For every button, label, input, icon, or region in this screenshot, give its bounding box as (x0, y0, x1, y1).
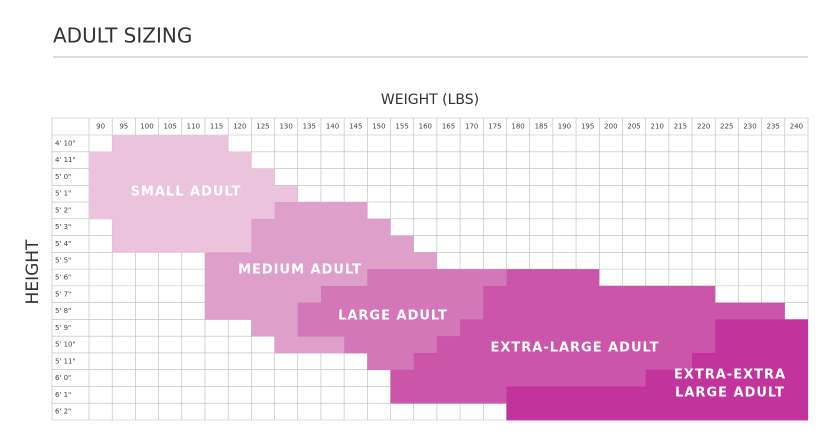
size-region-cell (506, 269, 600, 287)
weight-label: 140 (326, 123, 339, 131)
size-region-cell (483, 285, 716, 304)
weight-label: 130 (279, 123, 292, 131)
weight-label: 195 (581, 123, 594, 131)
size-region-cell (89, 168, 275, 186)
height-label: 4' 11" (55, 156, 76, 164)
size-region-cell (89, 151, 252, 169)
size-region-cell (715, 319, 808, 337)
height-label: 5' 0" (55, 173, 71, 181)
weight-label: 160 (419, 123, 432, 131)
size-region-cell (204, 252, 437, 270)
size-region-cell (692, 352, 808, 371)
weight-label: 135 (303, 123, 316, 131)
weight-label: 205 (627, 123, 640, 131)
height-label: 5' 9" (55, 324, 71, 332)
weight-label: 105 (163, 123, 176, 131)
height-label: 5' 8" (55, 307, 71, 315)
height-label: 6' 2" (55, 408, 71, 416)
grid: 90 95 100 105 110 115 120 125 130 135 140 145 150 155… (51, 117, 809, 421)
weight-label: 235 (767, 123, 780, 131)
size-region-cell (645, 369, 808, 387)
size-region-cell (274, 336, 345, 354)
weight-label: 185 (535, 123, 548, 131)
height-label: 5' 7" (55, 290, 71, 298)
size-region-cell (506, 386, 808, 404)
region-label: LARGE ADULT (338, 309, 448, 324)
size-region-cell (367, 269, 507, 287)
weight-label: 150 (372, 123, 385, 131)
size-region-cell (112, 218, 252, 236)
height-label: 4' 10" (55, 139, 76, 147)
weight-label: 200 (604, 123, 617, 131)
region-label: LARGE ADULT (675, 386, 785, 401)
weight-label: 225 (720, 123, 733, 131)
size-region-cell (413, 352, 716, 371)
size-region-cell (506, 403, 808, 421)
height-label: 6' 0" (55, 374, 71, 382)
weight-label: 100 (140, 123, 153, 131)
height-label: 5' 4" (55, 240, 71, 248)
weight-label: 170 (465, 123, 478, 131)
region-label: EXTRA-EXTRA (674, 368, 786, 383)
weight-label: 175 (488, 123, 501, 131)
size-region-cell (251, 235, 414, 253)
weight-label: 95 (119, 123, 128, 131)
height-label: 5' 1" (55, 190, 71, 198)
height-label: 5' 2" (55, 206, 71, 214)
y-label: HEIGHT (23, 239, 43, 304)
size-region-cell (320, 285, 530, 304)
weight-label: 230 (743, 123, 756, 131)
height-label: 5' 3" (55, 223, 71, 231)
size-region-cell (274, 202, 368, 220)
weight-label: 240 (790, 123, 803, 131)
height-label: 5' 10" (55, 341, 76, 349)
region-label: MEDIUM ADULT (238, 263, 362, 278)
weight-label: 220 (697, 123, 710, 131)
size-region-cell (460, 319, 785, 337)
size-region-cell (483, 302, 785, 320)
size-region-cell (297, 302, 530, 320)
weight-label: 115 (210, 123, 223, 131)
weight-label: 120 (233, 123, 246, 131)
size-region-cell (89, 185, 298, 203)
height-label: 5' 6" (55, 274, 71, 282)
weight-label: 90 (96, 123, 105, 131)
size-region-cell (715, 336, 808, 354)
size-region-cell (297, 319, 507, 337)
weight-label: 155 (395, 123, 408, 131)
size-region-cell (89, 202, 275, 220)
title: ADULT SIZING (53, 24, 192, 48)
size-region-cell (390, 369, 693, 387)
region-label: SMALL ADULT (131, 185, 242, 200)
weight-label: 180 (511, 123, 524, 131)
weight-label: 110 (187, 123, 200, 131)
weight-label: 190 (558, 123, 571, 131)
size-region-cell (251, 218, 391, 236)
weight-label: 165 (442, 123, 455, 131)
x-label: WEIGHT (LBS) (381, 92, 479, 108)
weight-label: 145 (349, 123, 362, 131)
height-label: 5' 5" (55, 257, 71, 265)
size-region-cell (436, 336, 785, 354)
height-label: 6' 1" (55, 391, 71, 399)
region-label: EXTRA-LARGE ADULT (490, 341, 659, 356)
weight-label: 215 (674, 123, 687, 131)
size-region-cell (112, 235, 252, 253)
weight-label: 210 (651, 123, 664, 131)
size-region-cell (112, 135, 229, 153)
weight-label: 125 (256, 123, 269, 131)
height-label: 5' 11" (55, 357, 76, 365)
